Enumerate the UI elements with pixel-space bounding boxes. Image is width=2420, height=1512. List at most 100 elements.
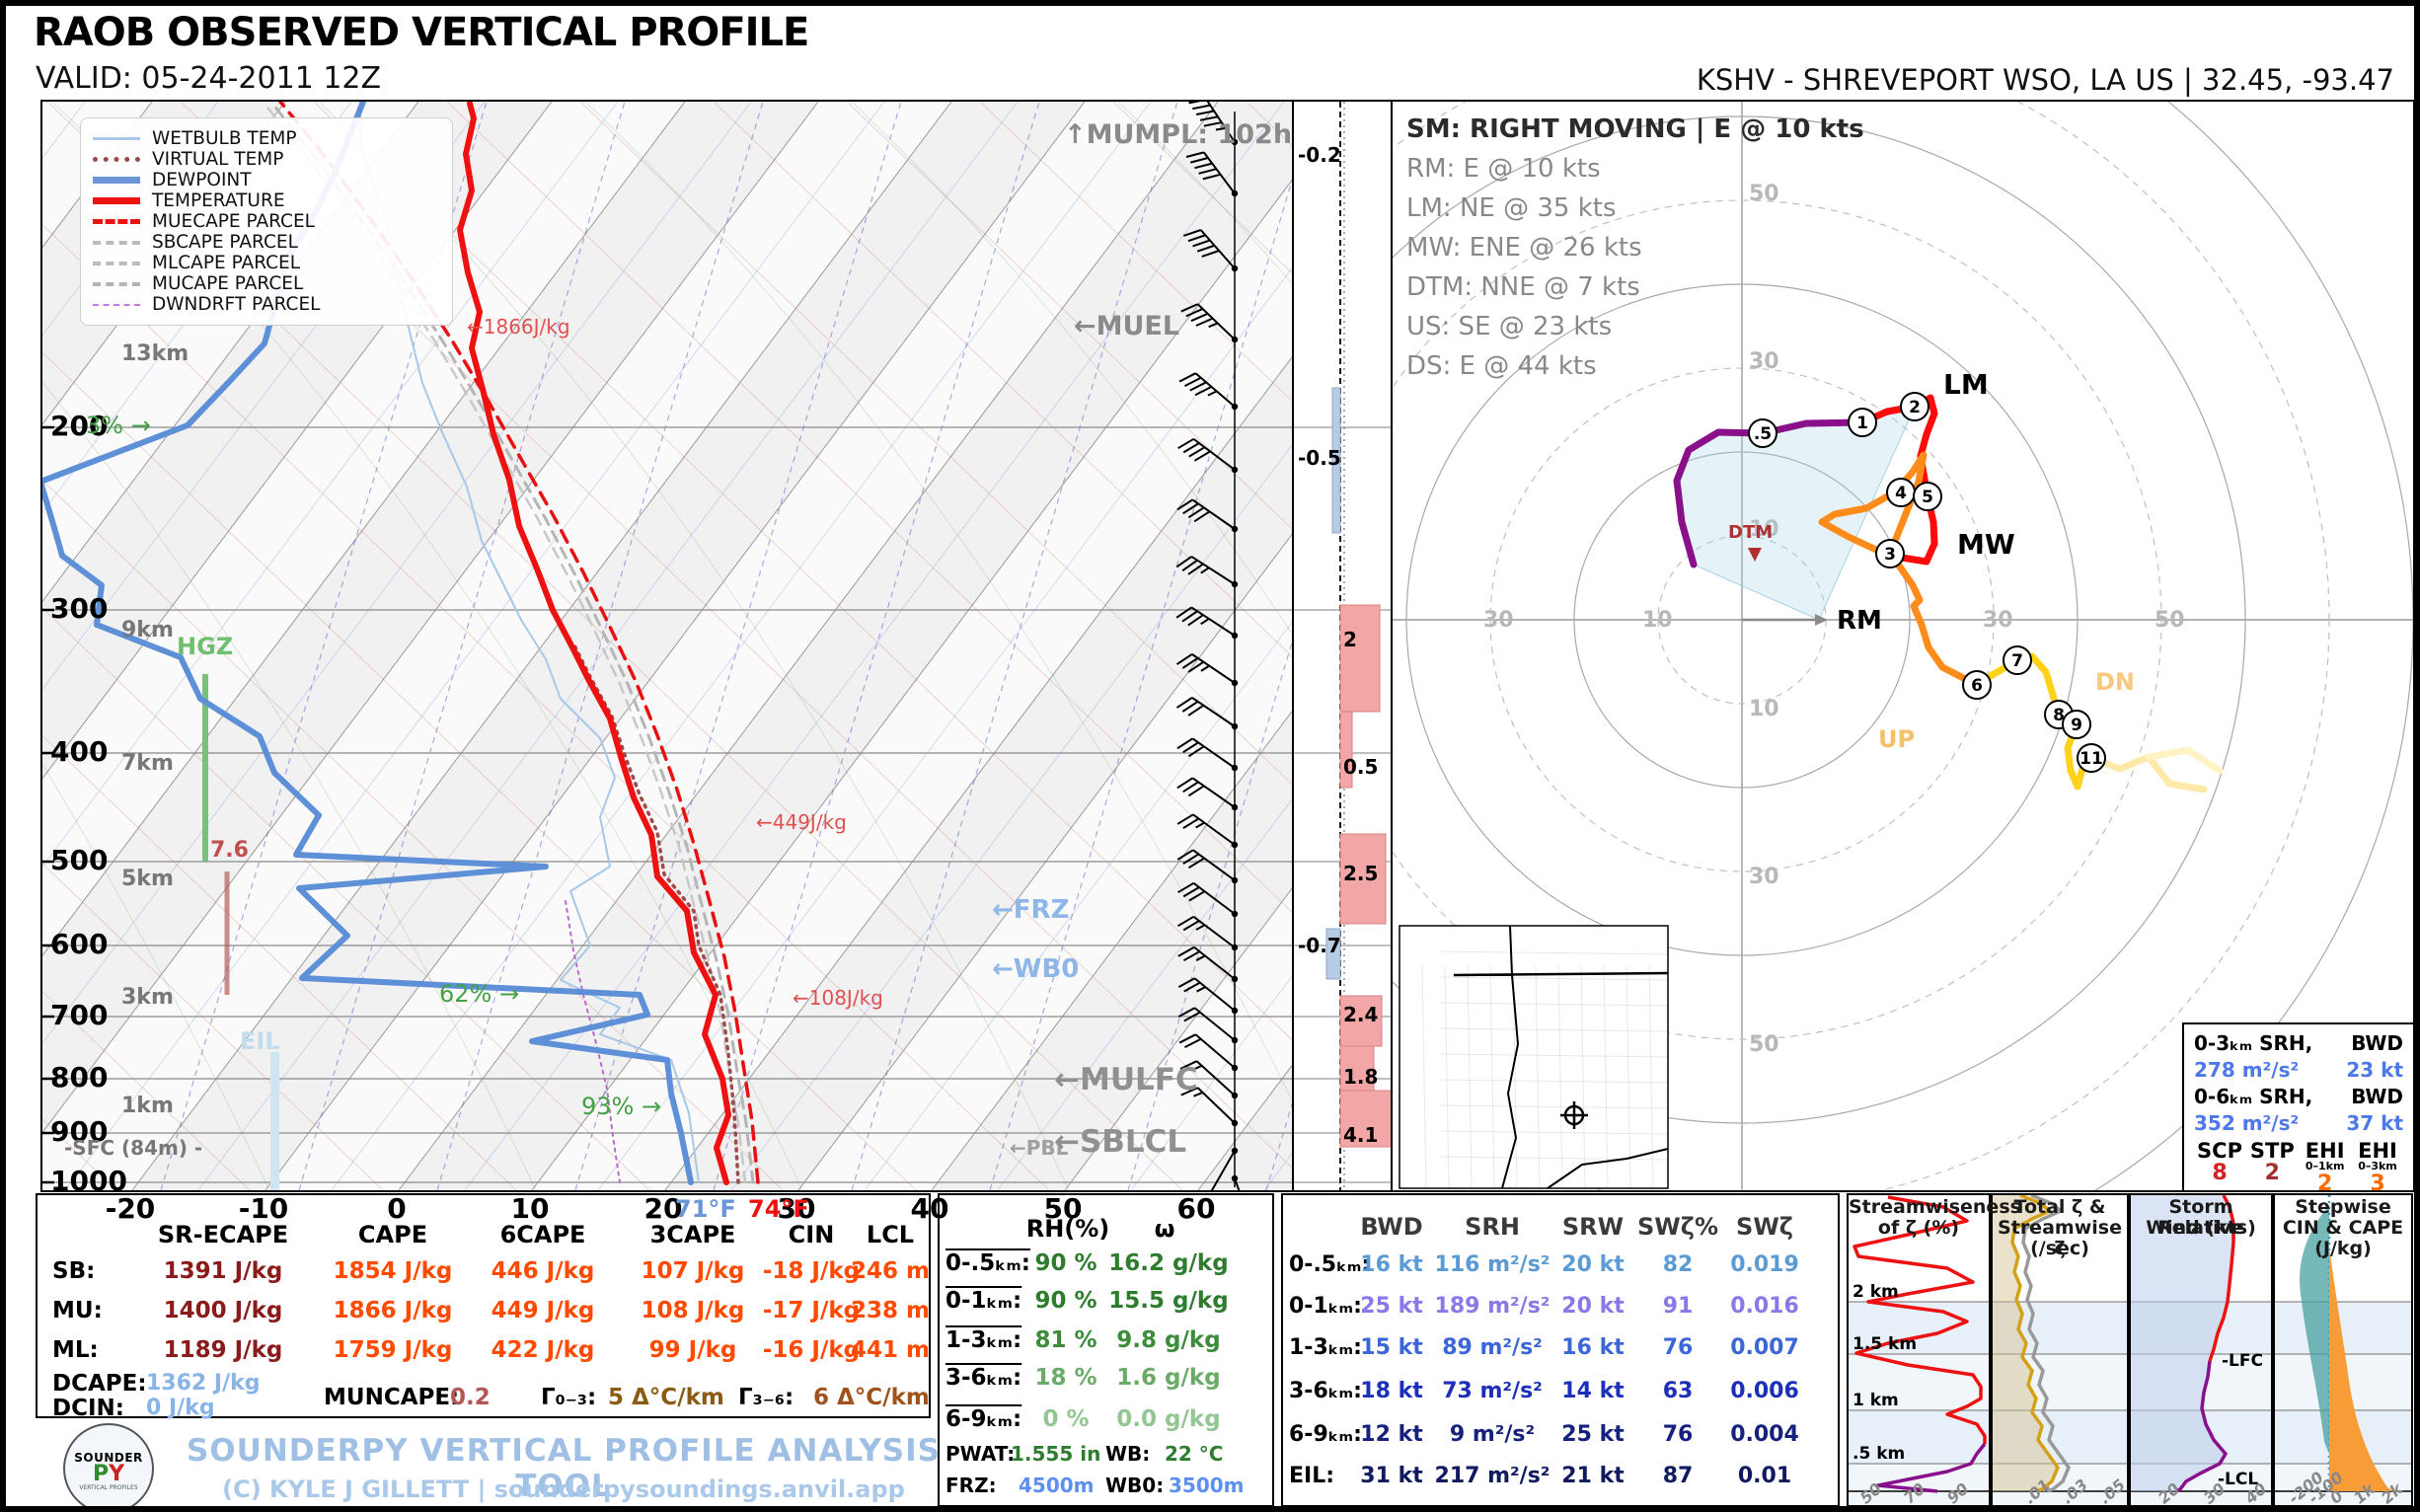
table-cell: 1-3ₖₘ: bbox=[945, 1327, 1022, 1353]
annotation-muel: ←MUEL bbox=[1074, 311, 1180, 341]
bwd-0-3-value: 23 kt bbox=[2346, 1058, 2403, 1082]
hodo-point-label: LM bbox=[1943, 368, 1989, 401]
index-col-ehi: EHI 0–3km 3 bbox=[2352, 1141, 2403, 1197]
table-cell: 1854 J/kg bbox=[333, 1258, 453, 1284]
height-label: 7km bbox=[121, 751, 174, 776]
table-cell: 90 % bbox=[1034, 1250, 1097, 1276]
legend-row: MUECAPE PARCEL bbox=[93, 211, 440, 232]
table-cell: MUNCAPE: bbox=[324, 1385, 460, 1410]
index-header: EHI bbox=[2358, 1139, 2397, 1163]
table-cell: 1.6 g/kg bbox=[1116, 1365, 1221, 1391]
motion-line-1: RM: E @ 10 kts bbox=[1406, 154, 1601, 184]
index-header: SCP bbox=[2197, 1139, 2242, 1163]
ring-label: 30 bbox=[1983, 608, 2013, 633]
legend-swatch-6 bbox=[93, 261, 140, 265]
table-cell: 0.016 bbox=[1730, 1294, 1799, 1319]
height-label: 1km bbox=[121, 1094, 174, 1118]
table-cell: 82 bbox=[1662, 1252, 1694, 1277]
pressure-label: 500 bbox=[50, 844, 109, 876]
ring-label: 10 bbox=[1749, 517, 1779, 542]
table-cell: 15 kt bbox=[1360, 1335, 1423, 1360]
table-cell: Γ₃₋₆: bbox=[738, 1385, 794, 1410]
height-marker: 2 bbox=[1909, 398, 1921, 417]
mini-ylabel: 1 km bbox=[1853, 1391, 1899, 1410]
annotation-sblcl: ←SBLCL bbox=[1054, 1124, 1187, 1160]
annotation-j1866: ←1866J/kg bbox=[467, 315, 570, 339]
temp-tick: 50 bbox=[1043, 1192, 1083, 1225]
hodograph-panel: 10101030303030505050.512345678911LMMWRMD… bbox=[1070, 6, 2414, 1292]
table-cell: 0-.5ₖₘ: bbox=[945, 1250, 1030, 1276]
legend-label: MLCAPE PARCEL bbox=[152, 253, 301, 273]
table-cell: 1-3ₖₘ: bbox=[1289, 1335, 1362, 1360]
index-value: 8 bbox=[2212, 1161, 2228, 1185]
table-cell: 81 % bbox=[1034, 1327, 1097, 1353]
logo-y: Y bbox=[109, 1462, 125, 1486]
srh-0-3-label: 0-3ₖₘ SRH, bbox=[2194, 1031, 2313, 1055]
table-cell: 0 J/kg bbox=[146, 1396, 215, 1420]
storm-motion-readout: SM: RIGHT MOVING | E @ 10 kts RM: E @ 10 … bbox=[1406, 110, 1864, 386]
table-cell: 5 Δ°C/km bbox=[608, 1385, 724, 1410]
motion-line-4: DTM: NNE @ 7 kts bbox=[1406, 272, 1640, 302]
table-cell: 0.01 bbox=[1737, 1464, 1792, 1488]
table-cell: DCAPE: bbox=[52, 1371, 147, 1397]
hodo-point-label: DN bbox=[2095, 668, 2135, 696]
legend-row: TEMPERATURE bbox=[93, 190, 440, 211]
table-cell: 107 J/kg bbox=[641, 1258, 745, 1284]
mini-panel-title: Total ζ & bbox=[2013, 1196, 2106, 1218]
motion-line-5: US: SE @ 23 kts bbox=[1406, 312, 1613, 341]
pressure-label: 600 bbox=[50, 928, 109, 960]
legend-swatch-7 bbox=[93, 281, 140, 286]
legend-label: MUCAPE PARCEL bbox=[152, 273, 304, 294]
omega-value: 2.5 bbox=[1343, 862, 1379, 885]
table-cell: 217 m²/s² bbox=[1434, 1464, 1550, 1488]
srh-0-3-value: 278 m²/s² bbox=[2194, 1058, 2300, 1082]
ring-label: 50 bbox=[1749, 182, 1779, 206]
table-cell: 1.555 in bbox=[1011, 1442, 1101, 1466]
height-label: 3km bbox=[121, 985, 174, 1010]
index-sublabel: 0–1km bbox=[2305, 1160, 2345, 1172]
legend-swatch-1 bbox=[93, 157, 140, 162]
height-marker: 3 bbox=[1884, 545, 1896, 565]
index-col-stp: STP 2 bbox=[2246, 1141, 2298, 1197]
table-cell: -17 J/kg bbox=[762, 1298, 861, 1323]
pressure-label: 800 bbox=[50, 1061, 109, 1094]
annotation-eil: EIL bbox=[240, 1027, 280, 1055]
mini-panel-title: CIN & CAPE bbox=[2282, 1217, 2404, 1239]
annotation-mulfc: ←MULFC bbox=[1054, 1062, 1198, 1097]
table-cell: 0.004 bbox=[1730, 1422, 1799, 1447]
hodograph-plot: 10101030303030505050.512345678911LMMWRMD… bbox=[1070, 6, 2414, 1292]
table-cell: 108 J/kg bbox=[641, 1298, 745, 1323]
pressure-label: 900 bbox=[50, 1115, 109, 1148]
legend-row: VIRTUAL TEMP bbox=[93, 149, 440, 170]
pressure-label: 300 bbox=[50, 592, 109, 625]
logo-p: P bbox=[92, 1462, 110, 1486]
mini-panel-title: Streamwise ζ bbox=[1998, 1217, 2122, 1259]
table-cell: 18 % bbox=[1034, 1365, 1097, 1391]
legend-swatch-4 bbox=[93, 219, 140, 224]
table-cell: 3-6ₖₘ: bbox=[1289, 1379, 1362, 1403]
table-cell: 116 m²/s² bbox=[1434, 1252, 1550, 1277]
table-cell: 3CAPE bbox=[649, 1221, 736, 1248]
legend-label: DEWPOINT bbox=[152, 170, 252, 190]
table-cell: ω bbox=[1154, 1215, 1175, 1243]
table-cell: BWD bbox=[1360, 1213, 1423, 1241]
index-value: 2 bbox=[2264, 1161, 2280, 1185]
index-value: 3 bbox=[2370, 1172, 2385, 1196]
table-cell: SWζ% bbox=[1637, 1213, 1718, 1241]
table-cell: 20 kt bbox=[1561, 1252, 1625, 1277]
temp-tick: 30 bbox=[777, 1192, 816, 1225]
station-info: KSHV - SHREVEPORT WSO, LA US | 32.45, -9… bbox=[1696, 63, 2394, 97]
omega-panel: -0.2 -0.5 2 0.5 2.5 -0.7 2.4 1.8 4.1 bbox=[1292, 100, 1402, 1192]
mini-panel-title: (J/kg) bbox=[2314, 1238, 2372, 1259]
table-cell: 441 m bbox=[851, 1337, 930, 1363]
height-marker: .5 bbox=[1754, 424, 1772, 444]
table-cell: DCIN: bbox=[52, 1396, 124, 1421]
skewt-legend: WETBULB TEMP VIRTUAL TEMP DEWPOINT TEMPERAT… bbox=[80, 117, 453, 326]
annotation-j108: ←108J/kg bbox=[793, 986, 883, 1010]
table-cell: 0.019 bbox=[1730, 1252, 1799, 1277]
table-cell: 1866 J/kg bbox=[333, 1298, 453, 1323]
mini-ylabel: 2 km bbox=[1853, 1282, 1899, 1302]
mini-ylabel: .5 km bbox=[1853, 1444, 1906, 1464]
table-cell: 1391 J/kg bbox=[163, 1258, 283, 1284]
table-cell: 189 m²/s² bbox=[1434, 1294, 1550, 1319]
